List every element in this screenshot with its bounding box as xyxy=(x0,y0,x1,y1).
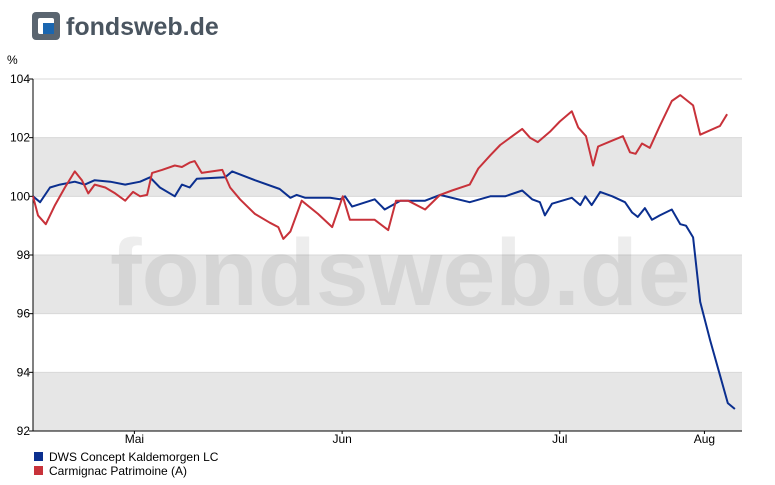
y-tick-label: 98 xyxy=(17,248,31,262)
y-tick-label: 100 xyxy=(10,189,30,203)
x-tick-label: Aug xyxy=(694,432,715,446)
logo-icon-core xyxy=(43,23,54,34)
logo: fondsweb.de xyxy=(32,12,219,41)
x-tick-label: Jul xyxy=(552,432,567,446)
legend-swatch xyxy=(34,466,43,475)
series-line xyxy=(32,170,736,410)
y-axis-label: % xyxy=(7,53,18,67)
grid-band xyxy=(33,372,742,431)
grid-band xyxy=(33,255,742,314)
plot-area: 92 94 96 98 100 102 104 Mai Jun Jul Aug xyxy=(10,72,742,446)
y-tick-label: 96 xyxy=(17,307,31,321)
watermark: fondsweb.de xyxy=(110,220,691,326)
logo-text: fondsweb.de xyxy=(66,13,219,41)
y-tick-label: 94 xyxy=(17,365,31,379)
series-line xyxy=(32,94,728,240)
y-tick-label: 102 xyxy=(10,131,30,145)
legend-label: Carmignac Patrimoine (A) xyxy=(49,464,187,478)
y-tick-label: 104 xyxy=(10,72,30,86)
y-tick-label: 92 xyxy=(17,424,31,438)
x-tick-label: Mai xyxy=(125,432,144,446)
legend-label: DWS Concept Kaldemorgen LC xyxy=(49,450,219,464)
grid-band xyxy=(33,137,742,197)
legend-swatch xyxy=(34,452,43,461)
x-tick-label: Jun xyxy=(332,432,351,446)
